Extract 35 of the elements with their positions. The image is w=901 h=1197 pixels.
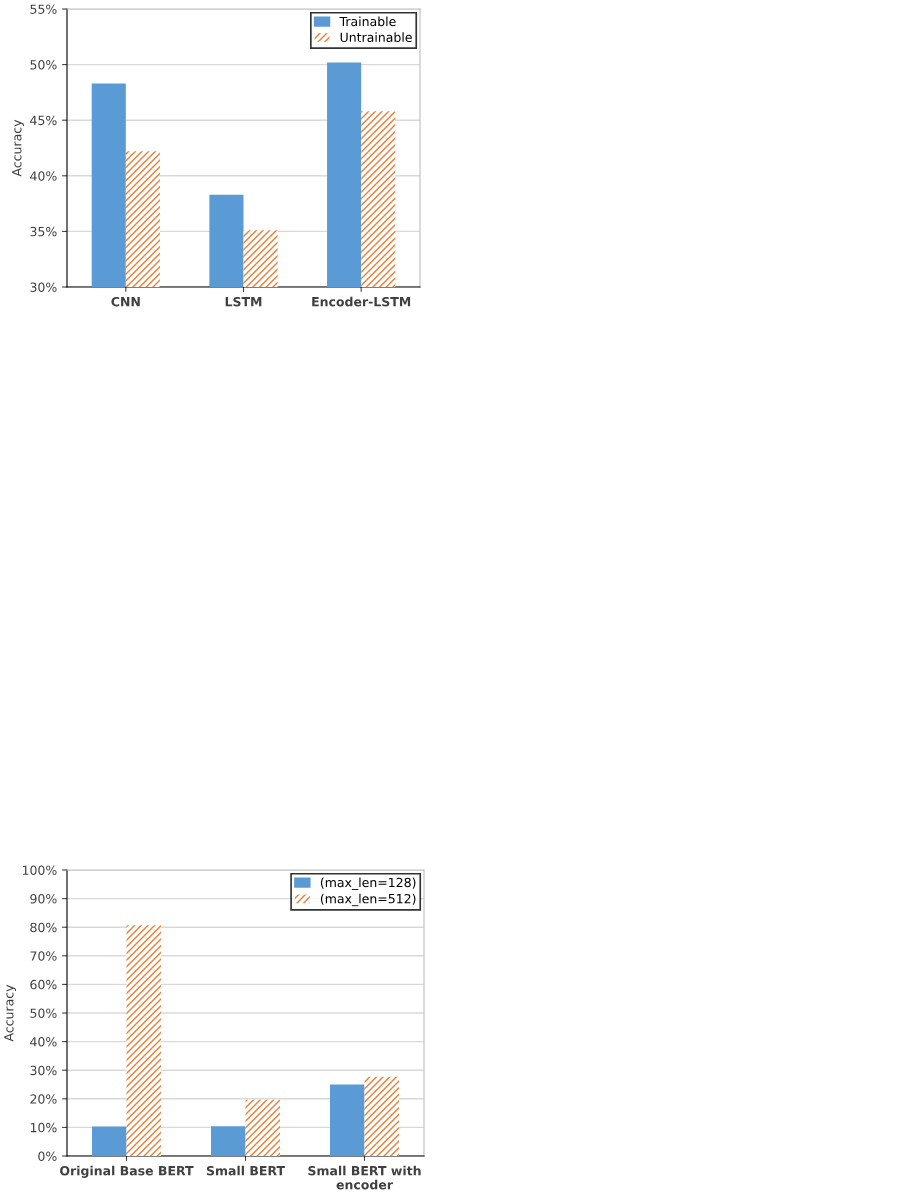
y-tick-label: 45%: [30, 115, 57, 126]
y-tick-label: 40%: [30, 1037, 57, 1047]
x-tick-label: CNN: [111, 296, 140, 307]
y-tick-label: 20%: [30, 1094, 57, 1104]
bar: [245, 1099, 281, 1156]
y-tick-label: 30%: [30, 282, 57, 292]
y-tick-label: 40%: [30, 171, 57, 181]
x-tick-label: Small BERT with encoder: [308, 1165, 421, 1190]
x-tick-label: Original Base BERT: [60, 1165, 194, 1178]
legend-label: Untrainable: [340, 32, 412, 43]
y-tick-label: 80%: [30, 922, 57, 933]
y-tick-label: 70%: [30, 951, 57, 961]
bar: [364, 1076, 400, 1156]
bar: [126, 925, 162, 1156]
bar: [91, 1126, 127, 1156]
y-axis-title: Accuracy: [4, 984, 16, 1042]
y-tick-label: 50%: [30, 1008, 57, 1018]
y-tick-label: 10%: [30, 1122, 57, 1133]
y-tick-label: 55%: [30, 4, 57, 14]
y-tick-label: 90%: [30, 894, 57, 904]
y-tick-label: 60%: [30, 979, 57, 990]
legend-label: (max_len=512): [320, 893, 416, 907]
y-tick-label: 50%: [30, 60, 57, 70]
y-tick-label: 35%: [30, 226, 57, 237]
x-tick-label: LSTM: [225, 296, 262, 307]
x-tick-label: Small BERT: [206, 1165, 285, 1176]
y-tick-label: 100%: [22, 865, 57, 875]
legend-label: Trainable: [339, 16, 396, 27]
x-tick-label: Encoder-LSTM: [312, 296, 411, 307]
y-tick-label: 30%: [30, 1065, 57, 1076]
bar: [210, 1126, 246, 1156]
legend-label: (max_len=128): [320, 877, 416, 890]
bar: [329, 1084, 365, 1156]
y-axis-title: Accuracy: [12, 119, 24, 177]
y-tick-label: 0%: [38, 1151, 57, 1161]
